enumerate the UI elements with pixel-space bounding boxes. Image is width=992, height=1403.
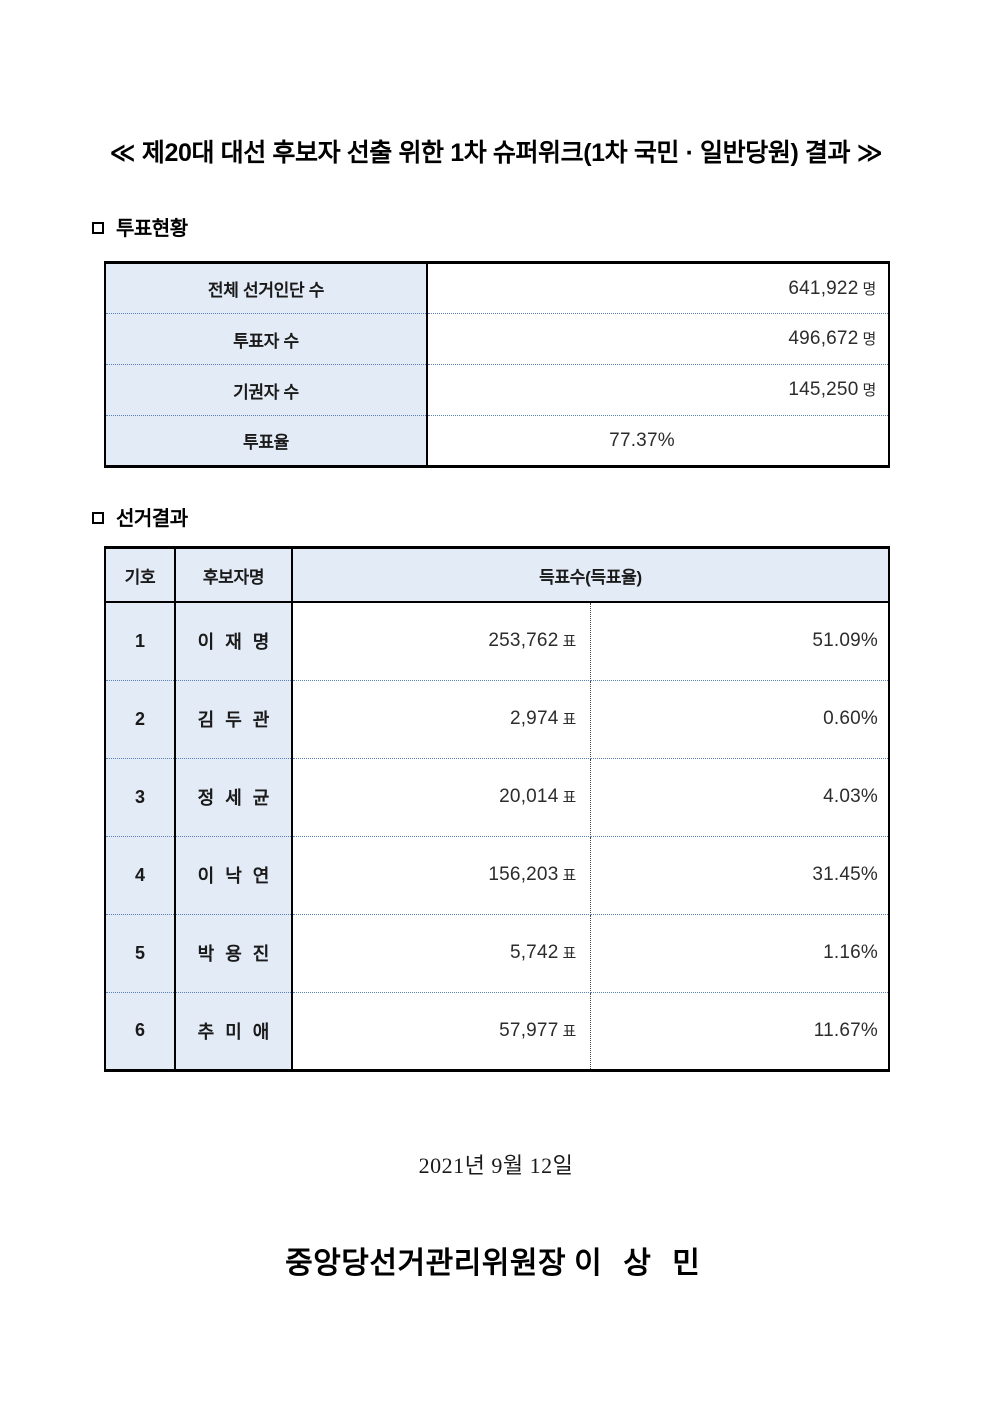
value-unit: 표 xyxy=(562,945,576,962)
table-row: 2 김 두 관 2,974 표 0.60% xyxy=(105,680,889,759)
cell-candidate-number: 1 xyxy=(105,602,176,681)
section-heading-label: 투표현황 xyxy=(116,218,188,240)
column-header-candidate-name: 후보자명 xyxy=(175,547,293,603)
row-value-total-electors: 641,922 명 xyxy=(427,262,889,314)
value-unit: 명 xyxy=(862,382,876,399)
table-row: 기권자 수 145,250 명 xyxy=(105,364,889,416)
value-number: 20,014 xyxy=(499,786,559,807)
document-date: 2021년 9월 12일 xyxy=(418,1153,574,1178)
value-number: 156,203 xyxy=(488,864,559,885)
cell-vote-count: 156,203 표 xyxy=(292,836,591,915)
value-unit: 표 xyxy=(562,867,576,884)
signature-name: 이 상 민 xyxy=(574,1247,707,1280)
table-row: 1 이 재 명 253,762 표 51.09% xyxy=(105,602,889,681)
signature-title: 중앙당선거관리위원장 xyxy=(285,1247,567,1280)
value-unit: 명 xyxy=(862,331,876,348)
square-outline-icon xyxy=(92,221,104,234)
row-label-voters: 투표자 수 xyxy=(105,313,428,365)
cell-vote-percentage: 1.16% xyxy=(590,914,889,993)
cell-candidate-name: 박 용 진 xyxy=(175,914,293,993)
document-signature: 중앙당선거관리위원장 이 상 민 xyxy=(0,1238,992,1282)
cell-vote-percentage: 31.45% xyxy=(590,836,889,915)
table-row: 전체 선거인단 수 641,922 명 xyxy=(105,262,889,314)
table-row: 투표율 77.37% xyxy=(105,415,889,467)
page-title: ≪ 제20대 대선 후보자 선출 위한 1차 슈퍼위크(1차 국민 · 일반당원… xyxy=(109,139,883,167)
cell-candidate-number: 5 xyxy=(105,914,176,993)
cell-vote-percentage: 0.60% xyxy=(590,680,889,759)
row-value-voters: 496,672 명 xyxy=(427,313,889,365)
section-heading-voting-status: 투표현황 xyxy=(92,212,188,241)
cell-candidate-number: 4 xyxy=(105,836,176,915)
cell-candidate-name: 추 미 애 xyxy=(175,992,293,1070)
value-unit: 표 xyxy=(562,711,576,728)
value-number: 145,250 xyxy=(788,379,859,400)
cell-vote-count: 20,014 표 xyxy=(292,758,591,837)
cell-vote-percentage: 11.67% xyxy=(813,1019,878,1041)
value-unit: 표 xyxy=(562,789,576,806)
cell-candidate-name: 이 재 명 xyxy=(175,602,293,681)
value-number: 496,672 xyxy=(788,328,859,349)
row-value-abstentions: 145,250 명 xyxy=(427,364,889,416)
cell-vote-count: 2,974 표 xyxy=(292,680,591,759)
value-number: 641,922 xyxy=(788,277,859,299)
table-row: 5 박 용 진 5,742 표 1.16% xyxy=(105,914,889,993)
cell-candidate-number: 6 xyxy=(105,992,176,1070)
table-row: 4 이 낙 연 156,203 표 31.45% xyxy=(105,836,889,915)
value-number: 2,974 xyxy=(509,708,559,729)
cell-vote-count: 253,762 표 xyxy=(292,602,591,681)
square-outline-icon xyxy=(92,511,104,524)
column-header-votes: 득표수(득표율) xyxy=(292,547,889,603)
row-label-total-electors: 전체 선거인단 수 xyxy=(105,262,428,314)
cell-candidate-number: 3 xyxy=(105,758,176,837)
table-header-row: 기호 후보자명 득표수(득표율) xyxy=(105,547,889,603)
cell-candidate-name: 정 세 균 xyxy=(175,758,293,837)
cell-candidate-name: 이 낙 연 xyxy=(175,836,293,915)
cell-vote-percentage: 4.03% xyxy=(590,758,889,837)
election-results-table: 기호 후보자명 득표수(득표율) 1 이 재 명 253,762 표 51.09%… xyxy=(104,546,890,1072)
value-number: 57,977 xyxy=(499,1019,559,1041)
cell-vote-count: 57,977 표 xyxy=(292,992,591,1070)
value-number: 253,762 xyxy=(488,630,559,652)
value-unit: 표 xyxy=(562,633,576,651)
value-unit: 표 xyxy=(562,1022,576,1040)
cell-vote-count: 5,742 표 xyxy=(292,914,591,993)
table-row: 투표자 수 496,672 명 xyxy=(105,313,889,365)
section-heading-label: 선거결과 xyxy=(116,508,188,530)
row-label-abstentions: 기권자 수 xyxy=(105,364,428,416)
cell-candidate-name: 김 두 관 xyxy=(175,680,293,759)
cell-vote-percentage: 51.09% xyxy=(590,602,889,681)
table-row: 6 추 미 애 57,977 표 11.67% xyxy=(105,992,889,1070)
row-label-turnout: 투표율 xyxy=(105,415,428,467)
cell-candidate-number: 2 xyxy=(105,680,176,759)
row-value-turnout: 77.37% xyxy=(609,429,675,451)
column-header-number: 기호 xyxy=(105,547,176,603)
voting-status-table: 전체 선거인단 수 641,922 명 투표자 수 496,672 명 기권자 수 … xyxy=(104,261,890,468)
value-unit: 명 xyxy=(862,280,876,298)
value-number: 5,742 xyxy=(509,942,559,963)
section-heading-election-results: 선거결과 xyxy=(92,502,188,531)
table-row: 3 정 세 균 20,014 표 4.03% xyxy=(105,758,889,837)
